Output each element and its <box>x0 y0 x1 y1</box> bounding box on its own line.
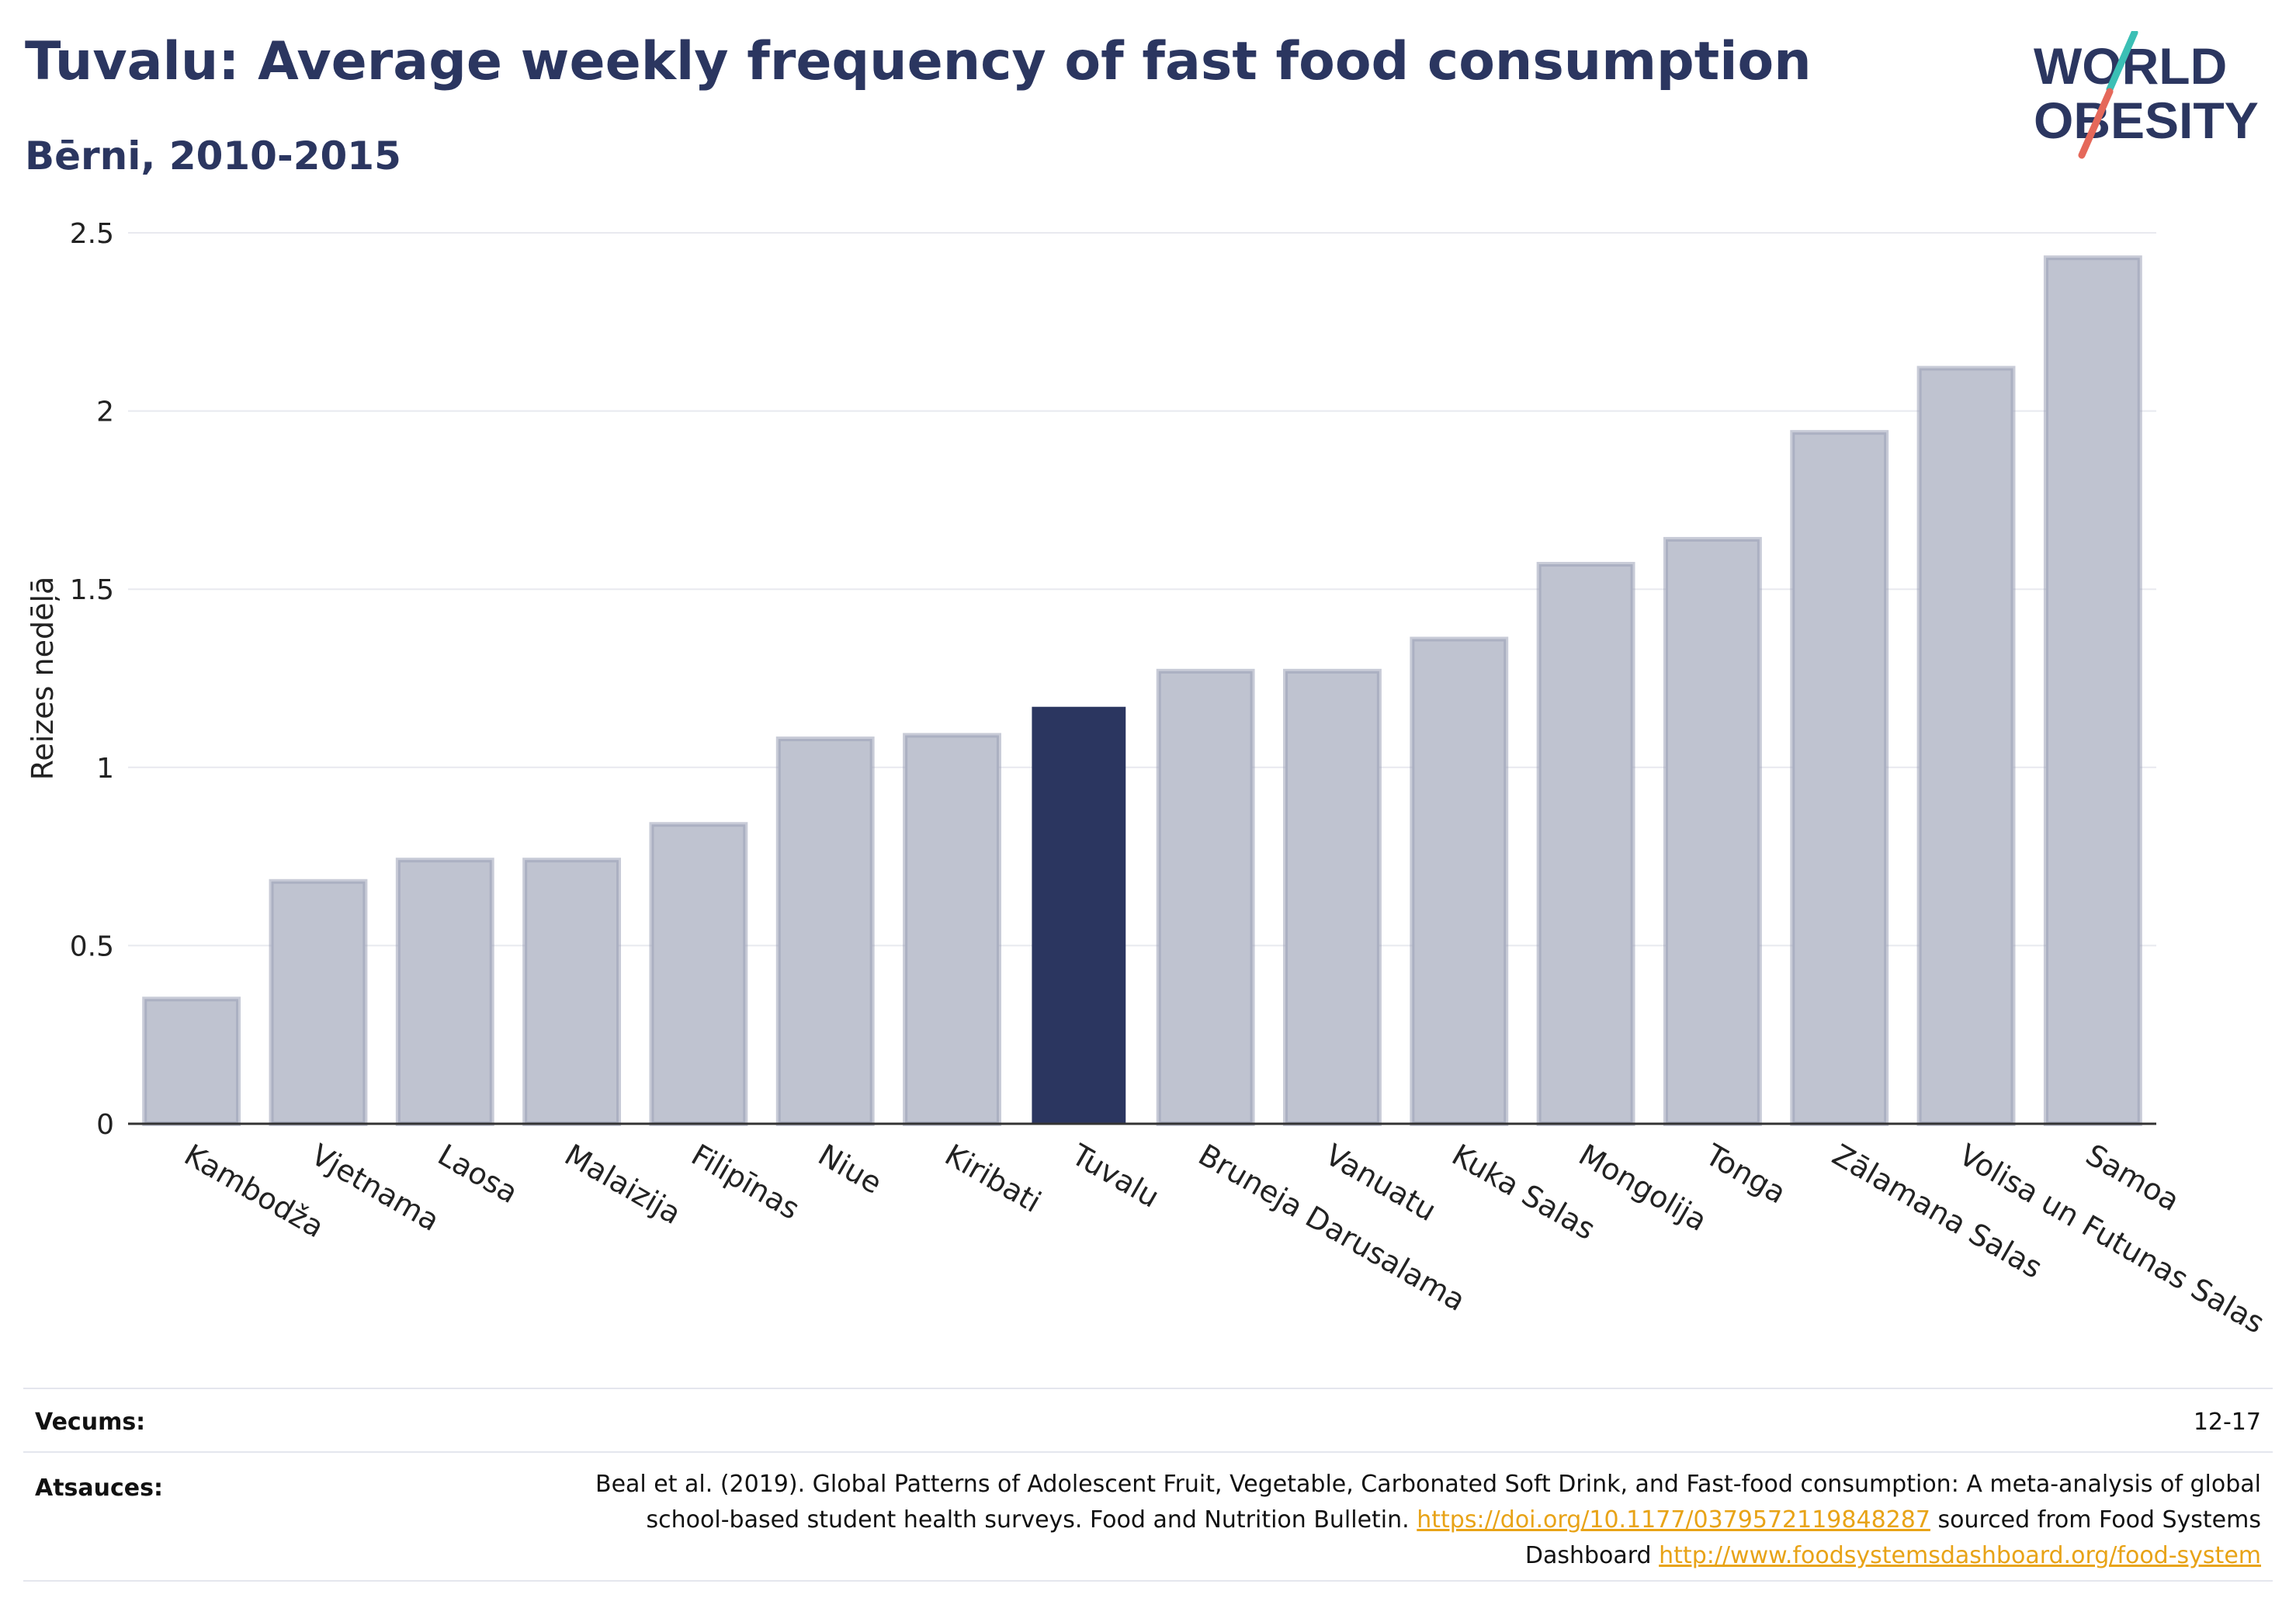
bar-9[interactable] <box>1283 668 1382 1126</box>
bar-10[interactable] <box>1410 636 1509 1126</box>
bar-7[interactable] <box>1032 706 1126 1124</box>
source-text: Beal et al. (2019). Global Patterns of A… <box>553 1467 2261 1574</box>
footer-divider-bottom <box>23 1580 2273 1582</box>
footer-divider-top <box>23 1388 2273 1389</box>
bar-11[interactable] <box>1536 562 1635 1126</box>
bar-1[interactable] <box>269 879 368 1127</box>
bar-15[interactable] <box>2043 255 2142 1126</box>
x-tick-label: Filipīnas <box>685 1138 805 1226</box>
bar-5[interactable] <box>775 736 875 1127</box>
x-tick-label: Kambodža <box>179 1138 330 1245</box>
footer-divider-middle <box>23 1451 2273 1453</box>
chart-subtitle: Bērni, 2010-2015 <box>25 133 401 178</box>
age-value: 12-17 <box>2193 1409 2261 1436</box>
world-obesity-logo: WORLD OBESITY <box>2034 31 2259 159</box>
bar-2[interactable] <box>395 858 494 1127</box>
x-tick-label: Kiribati <box>939 1138 1047 1219</box>
x-tick-label: Tonga <box>1699 1137 1791 1210</box>
y-axis-label: Reizes nedēļā <box>26 577 60 781</box>
logo-slash-red <box>2078 88 2114 159</box>
chart-title: Tuvalu: Average weekly frequency of fast… <box>25 31 1812 92</box>
y-tick-label: 1.5 <box>70 574 114 606</box>
x-tick-label: Laosa <box>432 1138 524 1211</box>
y-tick-label: 0.5 <box>70 931 114 962</box>
age-label: Vecums: <box>35 1409 146 1436</box>
bar-14[interactable] <box>1916 366 2016 1127</box>
logo-slash-teal <box>2106 31 2138 93</box>
source-label: Atsauces: <box>35 1475 163 1502</box>
x-tick-label: Tuvalu <box>1065 1137 1164 1215</box>
x-tick-label: Vjetnama <box>305 1138 445 1238</box>
bar-3[interactable] <box>522 858 622 1127</box>
logo-text-obesity: OBESITY <box>2034 92 2259 149</box>
x-tick-label: Malaizija <box>559 1138 687 1232</box>
bars <box>142 255 2142 1127</box>
x-tick-label: Samoa <box>2080 1138 2185 1218</box>
y-tick-labels: 0 0.5 1 1.5 2 2.5 <box>70 218 114 1141</box>
source-sourced-from: sourced from Food Systems Dashboard <box>1524 1506 2261 1569</box>
food-systems-link[interactable]: http://www.foodsystemsdashboard.org/food… <box>1659 1542 2261 1569</box>
x-tick-label: Kuka Salas <box>1446 1138 1601 1247</box>
bar-12[interactable] <box>1663 536 1762 1126</box>
y-tick-label: 2.5 <box>70 218 114 250</box>
bar-0[interactable] <box>142 996 241 1127</box>
y-tick-label: 0 <box>96 1109 114 1141</box>
bar-8[interactable] <box>1156 668 1255 1126</box>
y-tick-label: 2 <box>96 397 114 428</box>
doi-link[interactable]: https://doi.org/10.1177/0379572119848287 <box>1417 1506 1930 1534</box>
bar-6[interactable] <box>903 733 1001 1126</box>
bar-13[interactable] <box>1790 430 1889 1127</box>
y-tick-label: 1 <box>96 753 114 785</box>
x-tick-label: Zālamana Salas <box>1826 1138 2048 1285</box>
x-tick-label: Niue <box>813 1138 888 1201</box>
bar-4[interactable] <box>649 822 748 1126</box>
source-citation: Beal et al. (2019). Global Patterns of A… <box>595 1471 2261 1534</box>
